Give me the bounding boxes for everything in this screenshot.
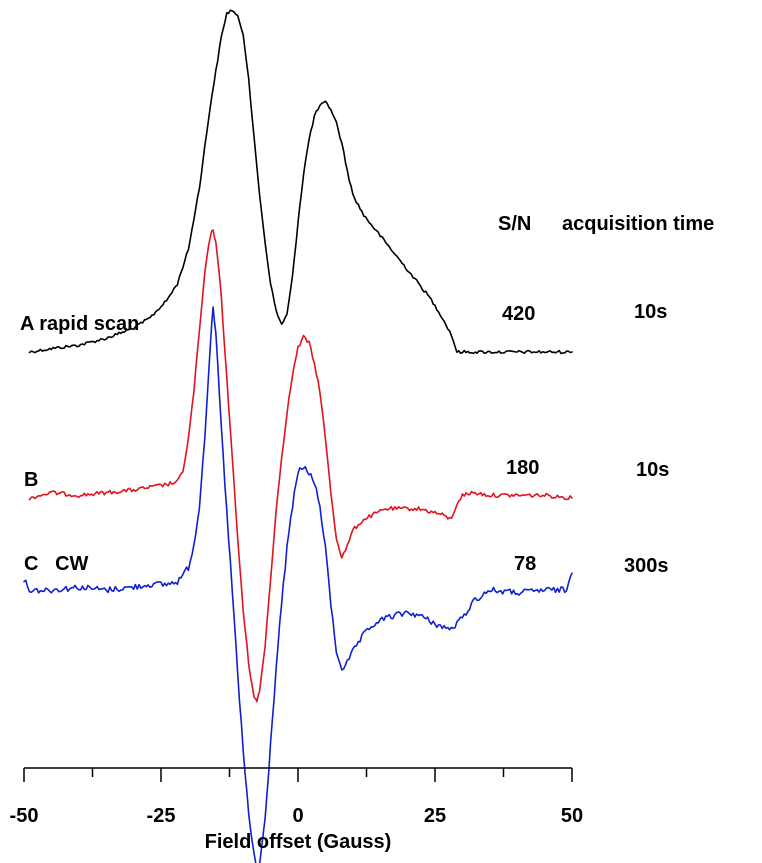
x-axis-label: Field offset (Gauss): [205, 831, 392, 853]
series-label-c: C CW: [24, 553, 89, 575]
x-tick-label: -50: [10, 805, 39, 827]
time-value-c: 300s: [624, 555, 669, 577]
series-line-a: [28, 9, 573, 355]
sn-header: S/N: [498, 213, 531, 235]
time-value-a: 10s: [634, 301, 667, 323]
x-tick-label: 0: [292, 805, 303, 827]
series-line-c: [23, 306, 573, 863]
series-label-b: B: [24, 469, 38, 491]
sn-value-a: 420: [502, 303, 535, 325]
x-tick-label: 50: [561, 805, 583, 827]
x-ticks-group: -50 -25 0 25 50: [10, 768, 583, 827]
acquisition-time-header: acquisition time: [562, 213, 714, 235]
series-line-b: [28, 229, 573, 703]
time-value-b: 10s: [636, 459, 669, 481]
traces-group: [23, 9, 573, 863]
sn-value-c: 78: [514, 553, 536, 575]
x-tick-label: 25: [424, 805, 446, 827]
series-label-a: A rapid scan: [20, 313, 139, 335]
sn-value-b: 180: [506, 457, 539, 479]
x-tick-label: -25: [147, 805, 176, 827]
